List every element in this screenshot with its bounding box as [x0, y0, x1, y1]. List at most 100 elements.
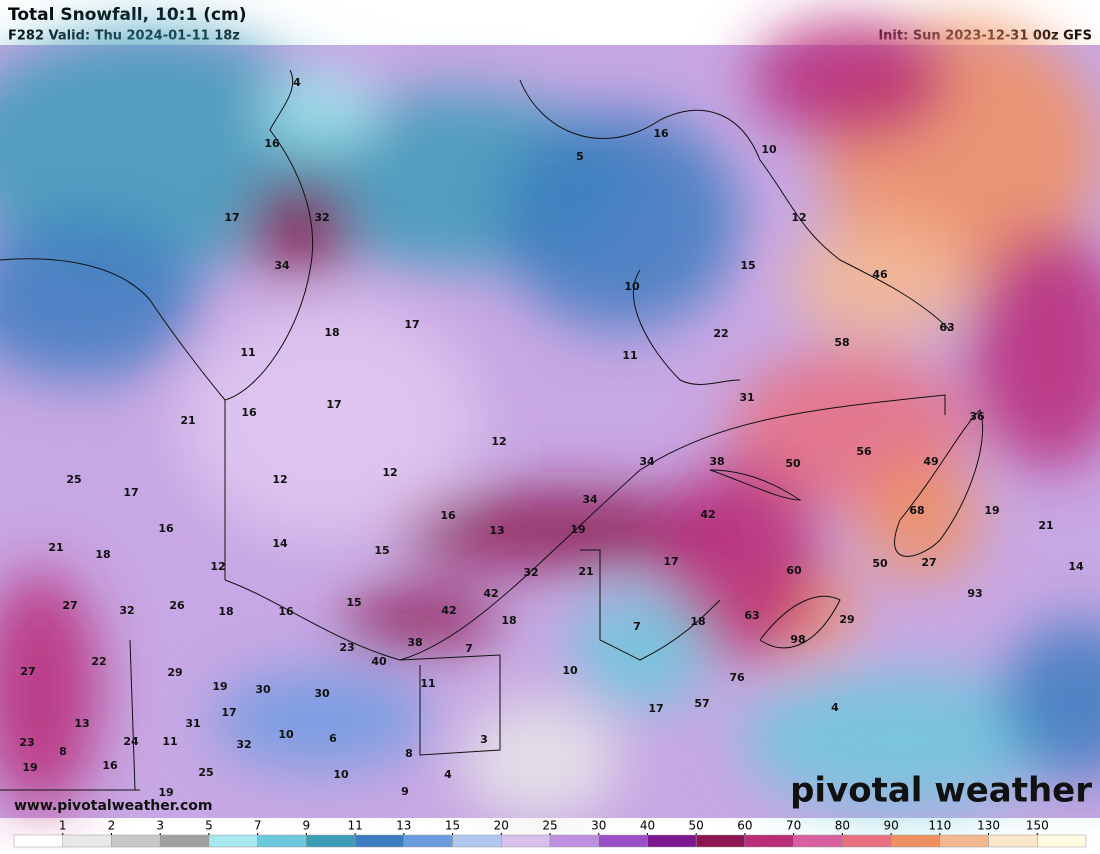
- point-label: 40: [371, 655, 387, 668]
- colorbar-swatch: [306, 834, 356, 848]
- point-label: 21: [180, 414, 195, 427]
- colorbar-swatch: [257, 834, 307, 848]
- point-label: 6: [329, 732, 337, 745]
- point-label: 9: [401, 785, 409, 798]
- point-label: 29: [839, 613, 854, 626]
- island: [759, 595, 841, 649]
- snow-blob: [740, 670, 1060, 810]
- point-label: 19: [570, 523, 585, 536]
- point-label: 17: [224, 211, 239, 224]
- point-label: 17: [404, 318, 419, 331]
- colorbar: 1 2 3 5 7 9 11 13 15 20 25 30 40 50 60 70 80 90 110 130 150: [13, 819, 1087, 848]
- point-label: 19: [984, 504, 999, 517]
- colorbar-swatch: [793, 834, 843, 848]
- point-label: 17: [648, 702, 663, 715]
- point-label: 17: [326, 398, 341, 411]
- point-label: 19: [158, 786, 173, 799]
- point-label: 19: [22, 761, 37, 774]
- snow-blob: [0, 570, 100, 810]
- point-label: 29: [167, 666, 182, 679]
- colorbar-label: 25: [542, 819, 557, 833]
- colorbar-label: 50: [689, 819, 704, 833]
- border: [0, 639, 140, 791]
- point-label: 68: [909, 504, 924, 517]
- point-label: 42: [700, 508, 715, 521]
- colorbar-label: 20: [494, 819, 509, 833]
- point-label: 34: [274, 259, 290, 272]
- title: Total Snowfall, 10:1 (cm): [8, 5, 247, 25]
- point-label: 21: [1038, 519, 1053, 532]
- colorbar-label: 1: [59, 819, 67, 833]
- point-label: 16: [102, 759, 118, 772]
- point-label: 12: [272, 473, 287, 486]
- colorbar-label: 40: [640, 819, 655, 833]
- colorbar-swatch: [549, 834, 599, 848]
- point-label: 13: [489, 524, 504, 537]
- point-label: 10: [624, 280, 640, 293]
- point-label: 18: [501, 614, 516, 627]
- point-label: 60: [786, 564, 802, 577]
- point-label: 24: [123, 735, 139, 748]
- snow-blob: [750, 20, 950, 140]
- colorbar-swatch: [598, 834, 648, 848]
- colorbar-swatch: [13, 834, 63, 848]
- point-label: 4: [293, 76, 301, 89]
- point-label: 63: [939, 321, 954, 334]
- snow-blob: [210, 670, 430, 770]
- snow-blob: [660, 460, 820, 660]
- coast: [519, 79, 951, 331]
- point-label: 10: [562, 664, 578, 677]
- colorbar-swatch: [842, 834, 892, 848]
- snow-blob: [970, 230, 1100, 470]
- point-label: 18: [690, 615, 705, 628]
- point-label: 26: [169, 599, 185, 612]
- colorbar-swatch: [403, 834, 453, 848]
- point-label: 12: [210, 560, 225, 573]
- point-label: 19: [212, 680, 227, 693]
- point-label: 15: [374, 544, 389, 557]
- point-label: 12: [382, 466, 397, 479]
- colorbar-swatch: [62, 834, 112, 848]
- border: [0, 258, 226, 580]
- colorbar-swatch: [939, 834, 989, 848]
- colorbar-swatch: [354, 834, 405, 848]
- island: [709, 469, 802, 501]
- colorbar-swatch: [159, 834, 210, 848]
- point-label: 7: [465, 642, 473, 655]
- point-label: 36: [969, 410, 985, 423]
- colorbar-label: 11: [347, 819, 362, 833]
- colorbar-label: 9: [303, 819, 311, 833]
- point-label: 11: [240, 346, 255, 359]
- point-label: 16: [653, 127, 669, 140]
- snow-blob: [570, 590, 710, 710]
- point-label: 23: [19, 736, 34, 749]
- point-label: 21: [578, 565, 593, 578]
- point-label: 76: [729, 671, 745, 684]
- snow-blob: [860, 460, 980, 580]
- snow-blob: [500, 110, 740, 330]
- point-label: 16: [264, 137, 280, 150]
- point-label: 22: [713, 327, 728, 340]
- point-label: 7: [633, 620, 641, 633]
- colorbar-label: 30: [591, 819, 606, 833]
- colorbar-label: 70: [786, 819, 801, 833]
- point-label: 93: [967, 587, 982, 600]
- snow-blob: [260, 70, 380, 150]
- point-label: 38: [407, 636, 422, 649]
- coast: [224, 69, 314, 401]
- point-label: 10: [761, 143, 777, 156]
- point-label: 18: [324, 326, 339, 339]
- snow-blob: [460, 700, 620, 820]
- snow-blob: [1000, 620, 1100, 780]
- snow-blob: [390, 490, 730, 570]
- point-label: 34: [582, 493, 598, 506]
- border: [399, 654, 501, 756]
- point-label: 23: [339, 641, 354, 654]
- colorbar-label: 130: [977, 819, 1000, 833]
- colorbar-swatch: [452, 834, 502, 848]
- point-label: 25: [66, 473, 81, 486]
- point-label: 12: [791, 211, 806, 224]
- point-label: 4: [444, 768, 452, 781]
- point-label: 16: [278, 605, 294, 618]
